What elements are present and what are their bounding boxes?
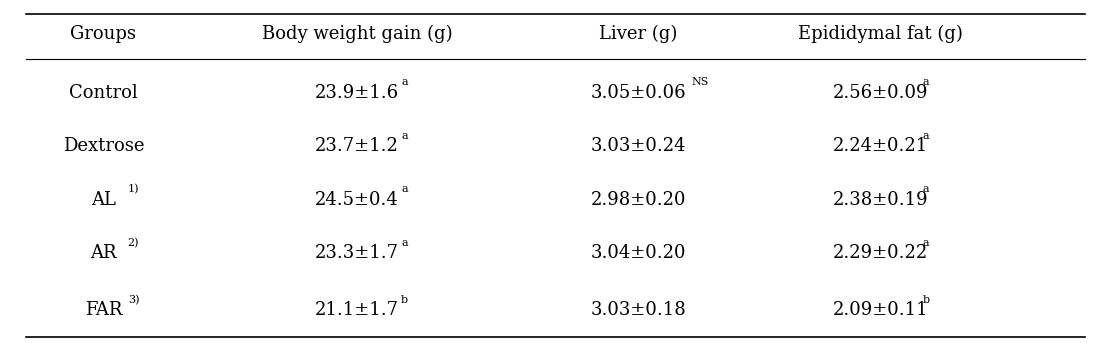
Text: a: a — [923, 238, 929, 248]
Text: a: a — [923, 131, 929, 141]
Text: 2.56±0.09: 2.56±0.09 — [833, 84, 929, 102]
Text: Body weight gain (g): Body weight gain (g) — [262, 25, 452, 44]
Text: 3.03±0.24: 3.03±0.24 — [590, 138, 685, 155]
Text: a: a — [923, 184, 929, 194]
Text: 2.09±0.11: 2.09±0.11 — [833, 301, 929, 319]
Text: a: a — [401, 184, 408, 194]
Text: 3.03±0.18: 3.03±0.18 — [590, 301, 687, 319]
Text: AR: AR — [90, 245, 117, 262]
Text: a: a — [401, 238, 408, 248]
Text: NS: NS — [691, 77, 709, 87]
Text: Dextrose: Dextrose — [62, 138, 144, 155]
Text: 2): 2) — [128, 238, 139, 248]
Text: a: a — [401, 77, 408, 87]
Text: Groups: Groups — [70, 25, 137, 43]
Text: Control: Control — [69, 84, 138, 102]
Text: 3.04±0.20: 3.04±0.20 — [590, 245, 685, 262]
Text: 3.05±0.06: 3.05±0.06 — [590, 84, 685, 102]
Text: 3): 3) — [128, 295, 139, 305]
Text: 2.98±0.20: 2.98±0.20 — [590, 191, 685, 209]
Text: 2.38±0.19: 2.38±0.19 — [833, 191, 929, 209]
Text: 2.24±0.21: 2.24±0.21 — [833, 138, 929, 155]
Text: Epididymal fat (g): Epididymal fat (g) — [799, 25, 963, 44]
Text: 24.5±0.4: 24.5±0.4 — [316, 191, 399, 209]
Text: 23.3±1.7: 23.3±1.7 — [316, 245, 399, 262]
Text: 23.9±1.6: 23.9±1.6 — [314, 84, 399, 102]
Text: a: a — [401, 131, 408, 141]
Text: b: b — [923, 295, 930, 305]
Text: AL: AL — [91, 191, 116, 209]
Text: b: b — [401, 295, 408, 305]
Text: FAR: FAR — [84, 301, 122, 319]
Text: 23.7±1.2: 23.7±1.2 — [316, 138, 399, 155]
Text: 2.29±0.22: 2.29±0.22 — [833, 245, 929, 262]
Text: 1): 1) — [128, 184, 139, 194]
Text: Liver (g): Liver (g) — [599, 25, 678, 44]
Text: a: a — [923, 77, 929, 87]
Text: 21.1±1.7: 21.1±1.7 — [316, 301, 399, 319]
